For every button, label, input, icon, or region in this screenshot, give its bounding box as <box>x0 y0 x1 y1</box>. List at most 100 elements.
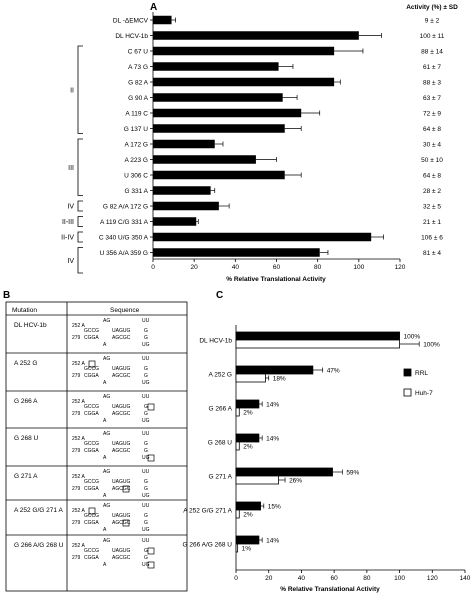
group-bracket <box>77 231 83 243</box>
panel-a-value-header: Activity (%) ± SD <box>406 4 458 11</box>
sequence-text: G <box>144 373 148 379</box>
bar <box>153 248 320 257</box>
sequence-text: G <box>144 513 148 519</box>
sequence-text: UG <box>142 527 150 533</box>
bar <box>153 201 219 211</box>
sequence-text: UAGUG <box>112 328 130 334</box>
sequence-text: A <box>103 562 107 568</box>
sequence-text: A <box>103 342 107 348</box>
bar <box>153 31 359 40</box>
sequence-text: 279 <box>72 448 81 454</box>
bar <box>153 108 302 118</box>
sequence-text: G <box>144 520 148 526</box>
sequence-text: AGCGC <box>112 335 131 341</box>
category-label: A 73 G <box>128 64 148 71</box>
sequence-text: AGCGC <box>112 448 131 454</box>
sequence-text: 252 A <box>72 399 85 405</box>
category-label: DL -ΔEMCV <box>113 17 149 24</box>
sequence-text: G <box>144 486 148 492</box>
sequence-text: G <box>144 448 148 454</box>
bar <box>153 232 372 242</box>
value-label: 106 ± 6 <box>421 234 443 241</box>
x-tick-label: 120 <box>427 575 438 582</box>
category-label: A 223 G <box>125 157 149 164</box>
bar <box>153 139 215 149</box>
sequence-text: UAGUG <box>112 404 130 410</box>
group-bracket <box>77 138 83 196</box>
value-label: 61 ± 7 <box>423 64 441 71</box>
value-label: 9 ± 2 <box>425 17 440 24</box>
table-mutation-name: A 252 G <box>14 360 38 367</box>
sequence-text: GCCG <box>84 328 99 334</box>
sequence-text: UAGUG <box>112 513 130 519</box>
bar-value-label: 15% <box>268 503 281 510</box>
sequence-text: UG <box>142 418 150 424</box>
category-label: U 306 C <box>124 172 148 179</box>
bar-value-label: 59% <box>346 469 359 476</box>
sequence-text: 252 A <box>72 543 85 549</box>
bar-value-label: 2% <box>243 511 253 518</box>
bar <box>153 15 172 25</box>
sequence-text: UU <box>142 394 150 400</box>
category-label: G 266 A/G 268 U <box>182 542 232 549</box>
category-label: A 252 G/G 271 A <box>183 508 232 515</box>
table-mutation-name: G 271 A <box>14 473 38 480</box>
sequence-text: UG <box>142 342 150 348</box>
sequence-text: UU <box>142 538 150 544</box>
category-label: G 331 A <box>125 188 149 195</box>
category-label: C 67 U <box>128 48 149 55</box>
mutation-box <box>122 485 130 493</box>
bar-huh-7 <box>235 339 400 349</box>
sequence-text: UAGUG <box>112 548 130 554</box>
bar-value-label: 18% <box>273 375 286 382</box>
category-label: A 119 C <box>125 110 148 117</box>
sequence-text: G <box>144 366 148 372</box>
sequence-text: UAGUG <box>112 479 130 485</box>
sequence-text: G <box>144 441 148 447</box>
bar-huh-7 <box>235 475 279 485</box>
sequence-text: G <box>144 548 148 554</box>
panel-a-x-axis-label: % Relative Translational Activity <box>226 276 326 283</box>
sequence-text: AG <box>103 503 110 509</box>
sequence-text: CGGA <box>84 335 99 341</box>
sequence-text: AG <box>103 431 110 437</box>
bar-huh-7 <box>235 509 240 519</box>
bar <box>153 170 285 180</box>
value-label: 21 ± 1 <box>423 219 441 226</box>
group-label: II <box>70 87 74 94</box>
x-tick-label: 60 <box>273 264 281 271</box>
sequence-text: AGCGC <box>112 486 131 492</box>
sequence-text: UU <box>142 356 150 362</box>
sequence-text: CGGA <box>84 555 99 561</box>
category-label: G 90 A <box>128 95 149 102</box>
sequence-text: A <box>103 493 107 499</box>
value-label: 64 ± 8 <box>423 126 441 133</box>
sequence-text: AGCGC <box>112 555 131 561</box>
group-bracket <box>77 200 83 212</box>
group-bracket <box>77 247 83 274</box>
sequence-text: CGGA <box>84 373 99 379</box>
x-tick-label: 120 <box>395 264 406 271</box>
sequence-text: G <box>144 411 148 417</box>
sequence-text: AGCGC <box>112 373 131 379</box>
category-label: U 356 A/A 359 G <box>100 250 148 257</box>
bar-value-label: 100% <box>423 341 440 348</box>
table-header-sequence: Sequence <box>110 307 140 314</box>
bar-rrl <box>235 467 333 477</box>
value-label: 88 ± 14 <box>421 48 443 55</box>
x-tick-label: 0 <box>151 264 155 271</box>
category-label: G 268 U <box>208 440 233 447</box>
bar <box>153 46 335 56</box>
bar <box>153 77 335 87</box>
bar-rrl <box>235 535 260 545</box>
group-label: II-III <box>62 219 74 226</box>
x-tick-label: 80 <box>363 575 371 582</box>
sequence-text: 279 <box>72 486 81 492</box>
bar-huh-7 <box>235 373 266 383</box>
legend-label: Huh-7 <box>415 390 433 397</box>
category-label: DL HCV-1b <box>115 33 148 40</box>
table-mutation-name: A 252 G/G 271 A <box>14 507 63 514</box>
sequence-text: GCCG <box>84 366 99 372</box>
